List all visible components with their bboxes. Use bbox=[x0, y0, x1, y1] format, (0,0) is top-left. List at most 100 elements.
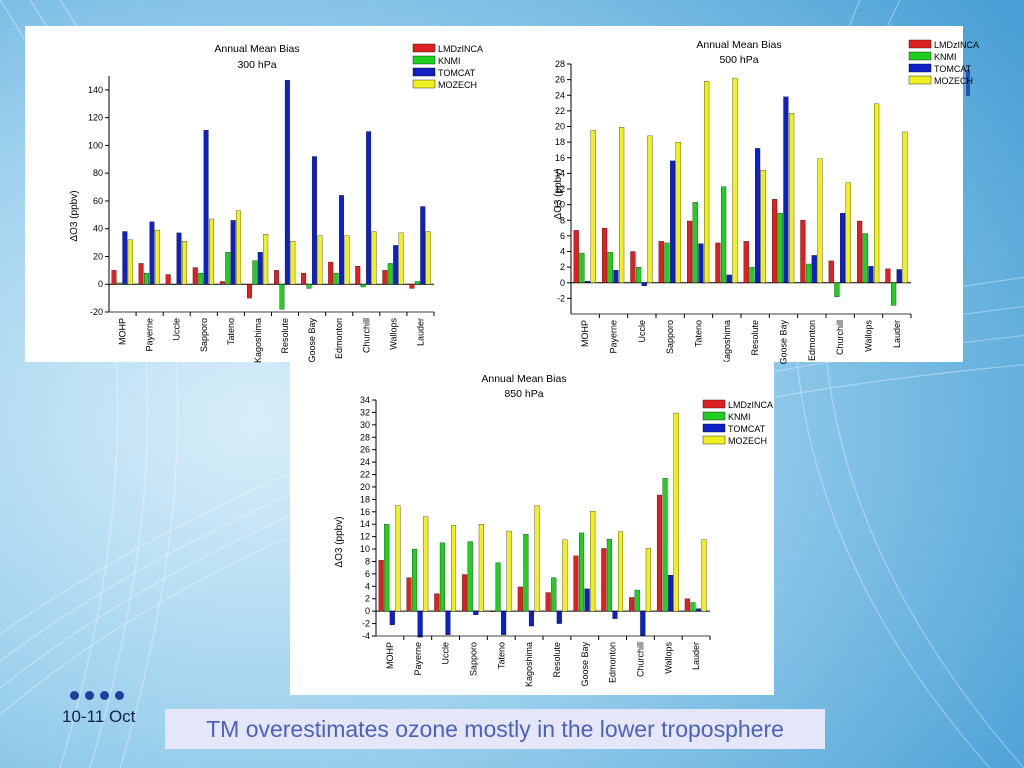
x-tick-label: Uccle bbox=[637, 320, 647, 343]
legend-label: KNMI bbox=[728, 412, 751, 422]
bar-mozech-kagoshima bbox=[732, 77, 738, 283]
bar-tomcat-resolute bbox=[755, 148, 761, 283]
y-tick-label: 14 bbox=[360, 519, 370, 529]
bar-lmdzinca-churchill bbox=[629, 597, 635, 612]
bar-knmi-goose-bay bbox=[306, 284, 312, 289]
bar-tomcat-lauder bbox=[695, 608, 702, 612]
bar-mozech-wallops bbox=[398, 232, 404, 285]
bar-tomcat-payerne bbox=[417, 611, 423, 638]
bar-mozech-wallops bbox=[874, 103, 880, 283]
bar-mozech-sapporo bbox=[675, 141, 681, 283]
bar-lmdzinca-payerne bbox=[602, 227, 608, 283]
bar-mozech-tateno bbox=[704, 81, 710, 283]
bar-knmi-lauder bbox=[690, 602, 696, 612]
bar-knmi-wallops bbox=[862, 233, 868, 283]
bar-lmdzinca-kagoshima bbox=[246, 284, 252, 299]
y-tick-label: 0 bbox=[98, 279, 103, 289]
bar-mozech-payerne bbox=[154, 229, 160, 285]
bar-lmdzinca-edmonton bbox=[328, 261, 334, 285]
bottom-chart-panel: Annual Mean Bias 850 hPa ΔO3 (ppbv) -4 -2… bbox=[290, 362, 774, 695]
legend-label: KNMI bbox=[438, 56, 461, 66]
x-tick-label: MOHP bbox=[580, 320, 590, 347]
bar-knmi-kagoshima bbox=[252, 260, 258, 285]
decorative-mark bbox=[966, 70, 970, 96]
bar-tomcat-edmonton bbox=[339, 195, 344, 285]
bar-mozech-lauder bbox=[425, 231, 431, 285]
bar-lmdzinca-tateno bbox=[489, 611, 496, 612]
bar-lmdzinca-edmonton bbox=[800, 220, 806, 283]
bar-tomcat-wallops bbox=[868, 266, 874, 283]
y-tick-label: 6 bbox=[560, 231, 565, 241]
legend-swatch bbox=[908, 39, 932, 49]
bar-knmi-sapporo bbox=[198, 272, 204, 285]
y-tick-label: 120 bbox=[88, 113, 103, 123]
x-tick-label: Lauder bbox=[691, 642, 701, 670]
bar-knmi-uccle bbox=[171, 284, 177, 285]
bar-tomcat-tateno bbox=[501, 611, 507, 635]
bar-tomcat-resolute bbox=[556, 611, 562, 624]
y-tick-label: 6 bbox=[365, 569, 370, 579]
y-tick-label: 8 bbox=[560, 215, 565, 225]
bar-lmdzinca-resolute bbox=[274, 270, 279, 285]
bar-lmdzinca-tateno bbox=[219, 281, 225, 285]
y-tick-label: 20 bbox=[555, 122, 565, 132]
bar-knmi-churchill bbox=[634, 589, 640, 612]
x-tick-label: MOHP bbox=[385, 642, 395, 669]
legend-swatch bbox=[908, 51, 932, 61]
legend-label: KNMI bbox=[934, 52, 957, 62]
bar-mozech-edmonton bbox=[617, 531, 624, 612]
x-tick-label: Goose Bay bbox=[580, 642, 590, 687]
bar-mozech-uccle bbox=[450, 525, 457, 612]
bar-tomcat-churchill bbox=[640, 611, 646, 637]
legend-label: LMDzINCA bbox=[728, 400, 773, 410]
bar-mozech-sapporo bbox=[478, 524, 484, 612]
y-axis-label: ΔO3 (ppbv) bbox=[553, 168, 564, 219]
y-tick-label: 16 bbox=[360, 507, 370, 517]
bar-lmdzinca-churchill bbox=[355, 266, 361, 285]
y-tick-label: 0 bbox=[560, 278, 565, 288]
legend-swatch bbox=[412, 67, 436, 77]
x-tick-label: Churchill bbox=[361, 318, 371, 353]
y-tick-label: -2 bbox=[362, 619, 370, 629]
bar-lmdzinca-sapporo bbox=[192, 267, 198, 285]
y-tick-label: 4 bbox=[365, 581, 370, 591]
legend-swatch bbox=[702, 399, 726, 409]
y-tick-label: 32 bbox=[360, 407, 370, 417]
x-tick-label: Tateno bbox=[694, 320, 704, 347]
bar-knmi-kagoshima bbox=[721, 186, 727, 283]
bar-lmdzinca-sapporo bbox=[658, 241, 664, 283]
chart-500hpa: Annual Mean Bias 500 hPa ΔO3 (ppbv) -2 0 2… bbox=[525, 26, 979, 365]
legend-swatch bbox=[412, 43, 436, 53]
dot bbox=[85, 691, 94, 700]
chart-subtitle: 300 hPa bbox=[237, 59, 276, 71]
bar-lmdzinca-wallops bbox=[382, 270, 388, 285]
bar-lmdzinca-lauder bbox=[885, 268, 891, 283]
dot bbox=[70, 691, 79, 700]
x-tick-label: Edmonton bbox=[334, 318, 344, 359]
bar-knmi-mohp bbox=[116, 282, 122, 285]
bar-lmdzinca-uccle bbox=[165, 274, 171, 285]
x-tick-label: Churchill bbox=[635, 642, 645, 677]
x-tick-label: Sapporo bbox=[199, 318, 209, 352]
bar-knmi-payerne bbox=[412, 548, 418, 612]
bar-knmi-resolute bbox=[551, 577, 557, 612]
bar-lmdzinca-mohp bbox=[573, 230, 579, 283]
bar-mozech-mohp bbox=[127, 239, 133, 285]
y-tick-label: 30 bbox=[360, 420, 370, 430]
y-tick-label: 10 bbox=[555, 200, 565, 210]
chart-300hpa: Annual Mean Bias 300 hPa ΔO3 (ppbv) -20 0… bbox=[25, 26, 495, 363]
bar-tomcat-goose-bay bbox=[783, 96, 789, 283]
bar-lmdzinca-kagoshima bbox=[715, 242, 721, 283]
y-tick-label: 20 bbox=[93, 251, 103, 261]
x-tick-label: Kagoshima bbox=[253, 318, 263, 363]
bar-knmi-tateno bbox=[225, 252, 231, 285]
bar-mozech-kagoshima bbox=[263, 234, 269, 285]
legend: LMDzINCA KNMI TOMCAT MOZECH bbox=[908, 39, 979, 86]
bar-tomcat-mohp bbox=[585, 281, 591, 283]
chart-500hpa-svg: Annual Mean Bias 500 hPa ΔO3 (ppbv) -2 0 2… bbox=[553, 39, 979, 365]
y-axis-label: ΔO3 (ppbv) bbox=[334, 516, 345, 567]
y-tick-label: 22 bbox=[360, 470, 370, 480]
bar-tomcat-edmonton bbox=[612, 611, 618, 619]
bar-lmdzinca-goose-bay bbox=[301, 272, 307, 285]
legend-swatch bbox=[702, 435, 726, 445]
